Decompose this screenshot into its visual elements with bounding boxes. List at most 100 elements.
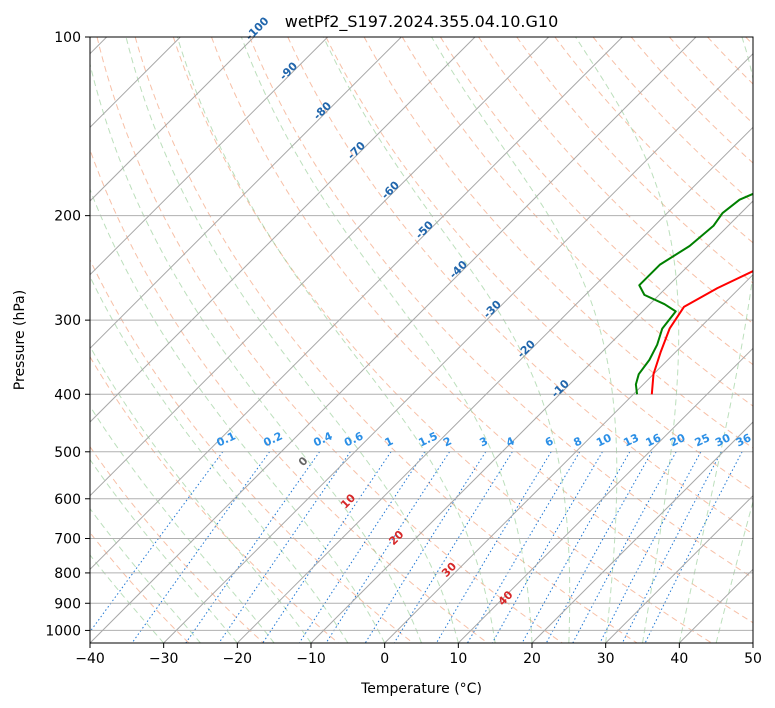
- moist-adiabat: [90, 458, 238, 643]
- mixing-ratio-label: 16: [644, 431, 664, 449]
- mixing-ratio-label: 10: [594, 431, 614, 449]
- moist-adiabat: [575, 37, 680, 643]
- moist-adiabat-label: 10: [338, 491, 358, 511]
- moist-adiabat: [431, 37, 618, 643]
- isotherm-label: -100: [243, 14, 272, 43]
- y-tick-label: 200: [54, 209, 81, 225]
- mixing-ratio-label: 6: [543, 434, 556, 449]
- line-labels: 0.1 0.2 0.4 0.6 1 1.5 2 3 4 6 8 10 13 16 20 25 30 36-100-…: [215, 14, 754, 608]
- dry-adiabat: [249, 37, 753, 579]
- isotherm: [90, 37, 697, 643]
- x-tick-label: 0: [380, 651, 389, 667]
- moist-adiabat: [90, 188, 386, 643]
- y-axis: 100 200 300 400 500 600 700 800 900 1000: [45, 30, 90, 639]
- x-axis: −40 −30 −20 −10 0 10 20 30 40 50: [75, 643, 762, 667]
- mixing-ratio-line: [218, 451, 351, 643]
- isotherm: [236, 126, 753, 643]
- mixing-ratio-label: 2: [441, 434, 453, 449]
- isotherm: [310, 200, 753, 643]
- x-tick-label: 30: [597, 651, 615, 667]
- dry-adiabat: [90, 531, 190, 643]
- mixing-ratio-label: 1.5: [417, 429, 440, 449]
- moist-adiabat: [125, 37, 459, 643]
- mixing-ratio-label: 0.2: [261, 429, 284, 449]
- isotherm-label: -90: [277, 59, 300, 82]
- sounding-series: [634, 192, 753, 395]
- y-tick-label: 700: [54, 532, 81, 548]
- isotherm: [90, 37, 476, 423]
- x-tick-label: −40: [75, 651, 105, 667]
- moist-adiabat: [90, 275, 349, 643]
- y-tick-label: 400: [54, 387, 81, 403]
- isotherm: [163, 52, 753, 643]
- mixing-ratio-label: 3: [478, 434, 490, 449]
- y-axis-label: Pressure (hPa): [12, 290, 28, 390]
- x-tick-label: 40: [670, 651, 688, 667]
- mixing-ratio-line: [435, 451, 552, 643]
- dry-adiabat: [90, 445, 264, 643]
- dry-adiabat: [325, 37, 753, 492]
- isotherm: [531, 421, 753, 643]
- isotherm-label: -10: [549, 377, 572, 400]
- mixing-ratio-line: [298, 451, 426, 643]
- isotherm: [90, 37, 329, 276]
- isotherm: [90, 37, 255, 202]
- x-tick-label: 10: [449, 651, 467, 667]
- dry-adiabat: [96, 37, 563, 643]
- isotherm-label: -50: [413, 218, 436, 241]
- mixing-ratio-label: 1: [383, 434, 395, 449]
- moist-adiabat: [240, 37, 533, 643]
- x-tick-label: −10: [296, 651, 326, 667]
- isotherm: [90, 37, 402, 350]
- x-tick-label: −30: [149, 651, 179, 667]
- dry-adiabat: [592, 37, 753, 204]
- x-tick-label: −20: [223, 651, 253, 667]
- isotherm-label: -60: [379, 178, 402, 201]
- dry-adiabat: [478, 37, 753, 325]
- mixing-ratio-line: [185, 451, 320, 643]
- mixing-ratio-line: [467, 451, 581, 643]
- y-tick-label: 300: [54, 313, 81, 329]
- mixing-ratio-label: 0.1: [215, 429, 238, 449]
- isotherm: [605, 494, 753, 643]
- isotherm: [90, 37, 550, 497]
- mixing-ratio-label: 4: [504, 434, 517, 449]
- y-tick-label: 900: [54, 596, 81, 612]
- moist-adiabat: [678, 37, 753, 643]
- moist-adiabat: [90, 62, 422, 643]
- moist-adiabat: [323, 37, 571, 643]
- mixing-ratio-line: [364, 451, 487, 643]
- isotherm: [457, 347, 753, 643]
- dry-adiabat: [211, 37, 753, 624]
- isotherm: [384, 273, 753, 643]
- mixing-ratio-line: [572, 451, 677, 643]
- isotherm-label: -20: [515, 337, 538, 360]
- isotherm-label: -40: [447, 258, 470, 281]
- mixing-ratio-line: [393, 451, 513, 643]
- moist-adiabat-label: 40: [496, 588, 516, 608]
- mixing-ratio-line: [545, 451, 653, 643]
- dewpoint-line: [634, 192, 753, 395]
- mixing-ratio-line: [325, 451, 450, 643]
- moist-adiabat-label: 30: [439, 560, 459, 580]
- dry-adiabat: [90, 258, 414, 643]
- mixing-ratio-label: 36: [734, 431, 754, 449]
- moist-adiabat: [90, 405, 275, 643]
- isotherm: [752, 642, 753, 643]
- mixing-ratio-label: 0.4: [311, 429, 334, 449]
- y-tick-label: 1000: [45, 623, 81, 639]
- dry-adiabat: [745, 37, 753, 46]
- mixing-ratio-label: 30: [713, 431, 733, 449]
- dry-adiabat: [669, 37, 753, 125]
- isotherm-label: -70: [345, 139, 368, 162]
- moist-adiabat-label: 20: [386, 528, 406, 548]
- mixing-ratio-line: [644, 451, 743, 643]
- plot-frame: [89, 36, 754, 644]
- y-tick-label: 500: [54, 445, 81, 461]
- mixing-ratio-label: 20: [668, 431, 688, 449]
- dry-adiabat: [134, 37, 638, 643]
- mixing-ratio-line: [90, 451, 224, 633]
- dry-adiabat: [707, 37, 753, 85]
- y-tick-label: 100: [54, 30, 81, 46]
